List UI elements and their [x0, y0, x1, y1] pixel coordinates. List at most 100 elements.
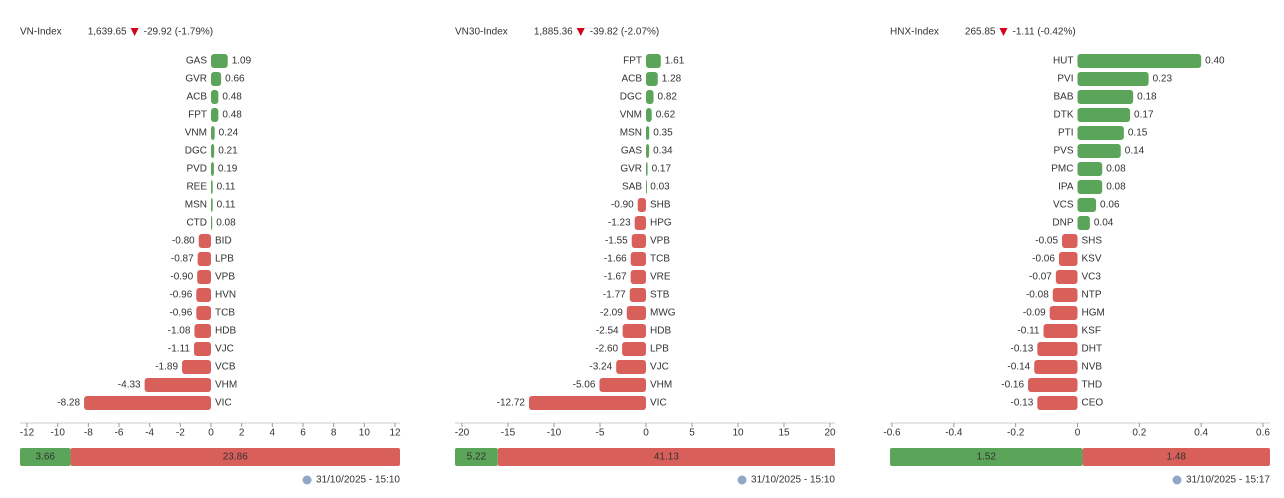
value-label: -3.24: [589, 362, 612, 373]
bar: [211, 90, 219, 104]
category-label: SHB: [650, 200, 671, 211]
x-tick-label: -10: [50, 428, 65, 439]
bar: [646, 54, 661, 68]
bar: [1077, 72, 1149, 86]
category-label: HDB: [650, 326, 671, 337]
value-label: -0.05: [1035, 236, 1058, 247]
category-label: GAS: [621, 146, 642, 157]
x-tick-label: -4: [145, 428, 154, 439]
x-tick-label: 15: [778, 428, 790, 439]
category-label: IPA: [1058, 182, 1074, 193]
category-label: ACB: [186, 92, 207, 103]
value-label: -0.96: [169, 290, 192, 301]
timestamp: 31/10/2025 - 15:10: [751, 475, 835, 486]
value-label: -0.87: [171, 254, 194, 265]
bar: [630, 252, 646, 266]
value-label: -1.11: [168, 344, 190, 355]
value-label: -12.72: [497, 398, 526, 409]
value-label: -5.06: [573, 380, 596, 391]
category-label: VJC: [650, 362, 669, 373]
bar: [528, 396, 646, 410]
value-label: 0.66: [225, 74, 245, 85]
category-label: DGC: [620, 92, 642, 103]
index-value: 1,885.36: [534, 27, 573, 38]
category-label: VC3: [1082, 272, 1102, 283]
x-tick-label: 6: [300, 428, 306, 439]
category-label: HUT: [1053, 56, 1074, 67]
bar: [196, 306, 211, 320]
category-label: LPB: [215, 254, 234, 265]
value-label: 0.14: [1125, 146, 1145, 157]
category-label: MSN: [620, 128, 642, 139]
value-label: 0.03: [650, 182, 670, 193]
value-label: -0.07: [1029, 272, 1052, 283]
value-label: -0.09: [1023, 308, 1046, 319]
category-label: VCB: [215, 362, 236, 373]
bar: [646, 126, 650, 140]
bar: [211, 54, 228, 68]
value-label: 0.11: [217, 200, 236, 211]
x-tick-label: 0.4: [1194, 428, 1208, 439]
category-label: VPB: [215, 272, 235, 283]
bar: [630, 270, 646, 284]
x-tick-label: -8: [84, 428, 93, 439]
value-label: 0.34: [653, 146, 673, 157]
bar: [1077, 216, 1090, 230]
category-label: CEO: [1082, 398, 1104, 409]
bar: [1058, 252, 1078, 266]
category-label: PVI: [1057, 74, 1073, 85]
value-label: -0.90: [611, 200, 634, 211]
value-label: 1.28: [662, 74, 682, 85]
category-label: BID: [215, 236, 232, 247]
category-label: TCB: [650, 254, 670, 265]
category-label: ACB: [621, 74, 642, 85]
x-tick-label: 2: [239, 428, 245, 439]
index-change: -29.92 (-1.79%): [144, 27, 213, 38]
value-label: -0.11: [1017, 326, 1039, 337]
value-label: -0.06: [1032, 254, 1055, 265]
value-label: -0.13: [1011, 344, 1034, 355]
category-label: VPB: [650, 236, 670, 247]
value-label: 1.61: [665, 56, 685, 67]
category-label: DGC: [185, 146, 207, 157]
value-label: -0.08: [1026, 290, 1049, 301]
category-label: DTK: [1054, 110, 1074, 121]
bar: [622, 342, 646, 356]
category-label: REE: [186, 182, 207, 193]
value-label: 0.08: [216, 218, 236, 229]
value-label: 1.09: [232, 56, 252, 67]
breadth-up: [20, 448, 71, 466]
bar: [1077, 90, 1134, 104]
value-label: -0.96: [169, 308, 192, 319]
bar: [196, 288, 211, 302]
bar: [1077, 198, 1097, 212]
category-label: BAB: [1053, 92, 1073, 103]
category-label: SAB: [622, 182, 642, 193]
category-label: PMC: [1051, 164, 1073, 175]
index-name: HNX-Index: [890, 27, 939, 38]
bar: [194, 324, 211, 338]
bar: [1077, 162, 1103, 176]
x-tick-label: 12: [389, 428, 401, 439]
bar: [182, 360, 211, 374]
x-tick-label: -15: [501, 428, 516, 439]
value-label: -1.67: [604, 272, 627, 283]
category-label: VNM: [185, 128, 207, 139]
bar: [626, 306, 646, 320]
x-tick-label: 4: [270, 428, 276, 439]
timestamp: 31/10/2025 - 15:10: [316, 475, 400, 486]
bar: [1077, 108, 1131, 122]
bar: [211, 108, 219, 122]
category-label: HPG: [650, 218, 672, 229]
x-tick-label: -0.4: [945, 428, 963, 439]
bar: [1077, 144, 1121, 158]
category-label: CTD: [186, 218, 207, 229]
value-label: 0.35: [653, 128, 673, 139]
category-label: MSN: [185, 200, 207, 211]
breadth-down: [497, 448, 835, 466]
value-label: 0.24: [219, 128, 239, 139]
bar: [197, 252, 211, 266]
x-tick-label: 0.2: [1132, 428, 1146, 439]
x-tick-label: 0: [1075, 428, 1081, 439]
bar: [84, 396, 211, 410]
